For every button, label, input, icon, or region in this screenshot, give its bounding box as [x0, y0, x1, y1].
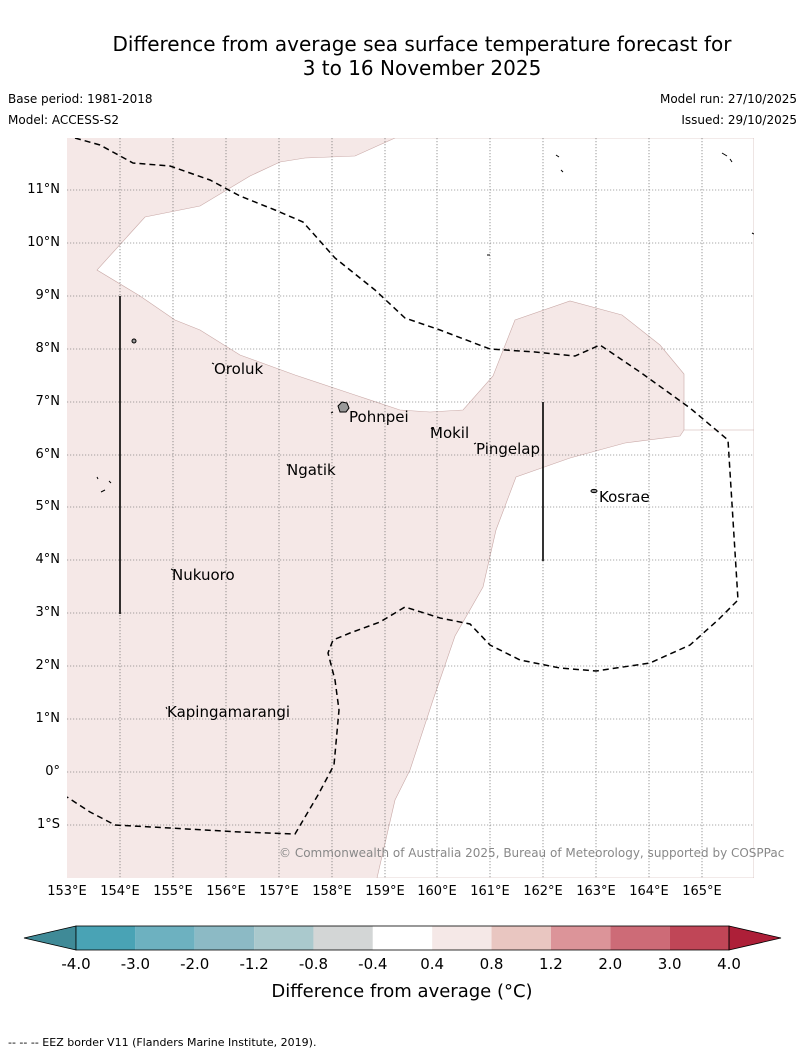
colorbar-tick-label: -1.2	[239, 955, 269, 973]
colorbar-segment	[610, 926, 670, 950]
colorbar-extend-low	[23, 925, 77, 951]
colorbar-tick-label: 0.8	[479, 955, 504, 973]
colorbar-segment	[76, 926, 136, 950]
eez-border	[67, 138, 739, 835]
lon-label-157e: 157°E	[259, 884, 299, 899]
model-run: Model run: 27/10/2025	[659, 92, 797, 106]
label-kapingamarangi: Kapingamarangi	[167, 703, 291, 721]
lon-label-163e: 163°E	[576, 884, 616, 899]
island-markers	[96, 152, 754, 710]
colorbar-tick-label: -4.0	[61, 955, 91, 973]
lon-label-165e: 165°E	[682, 884, 722, 899]
lat-label-6n: 6°N	[35, 447, 61, 462]
copyright-notice: © Commonwealth of Australia 2025, Bureau…	[279, 846, 785, 860]
label-kosrae: Kosrae	[599, 488, 650, 506]
lat-label-11n: 11°N	[27, 182, 60, 197]
lon-label-158e: 158°E	[312, 884, 352, 899]
label-mokil: Mokil	[430, 424, 470, 442]
colorbar-segment	[194, 926, 255, 950]
colorbar-segment	[254, 926, 314, 950]
colorbar-tick-label: -0.8	[298, 955, 329, 973]
gridlines	[67, 138, 754, 878]
lon-label-156e: 156°E	[206, 884, 246, 899]
lon-label-155e: 155°E	[153, 884, 193, 899]
colorbar-tick-label: 1.2	[538, 955, 563, 973]
base-period: Base period: 1981-2018	[8, 92, 153, 106]
title-line-1: Difference from average sea surface temp…	[112, 32, 732, 56]
colorbar-segment	[491, 926, 551, 950]
lon-label-160e: 160°E	[417, 884, 457, 899]
lat-label-1s: 1°S	[36, 817, 60, 832]
lat-label-2n: 2°N	[35, 658, 61, 673]
issued-date: Issued: 29/10/2025	[681, 113, 797, 127]
lat-label-5n: 5°N	[35, 499, 61, 514]
lat-label-equator: 0°	[45, 764, 60, 779]
lon-label-161e: 161°E	[470, 884, 510, 899]
lat-label-10n: 10°N	[27, 235, 60, 250]
colorbar-tick-label: -3.0	[120, 955, 150, 973]
lon-label-164e: 164°E	[629, 884, 669, 899]
colorbar-extend-high	[728, 925, 782, 951]
colorbar-tick-label: -2.0	[180, 955, 210, 973]
colorbar-segment	[550, 926, 611, 950]
colorbar-segment	[313, 926, 373, 950]
lat-label-9n: 9°N	[35, 288, 61, 303]
lat-label-3n: 3°N	[35, 605, 61, 620]
lon-label-153e: 153°E	[47, 884, 87, 899]
lat-label-1n: 1°N	[35, 711, 61, 726]
lon-label-154e: 154°E	[100, 884, 140, 899]
colorbar-title: Difference from average (°C)	[271, 981, 533, 1002]
label-ngatik: Ngatik	[287, 461, 336, 479]
eez-footnote: -- -- -- EEZ border V11 (Flanders Marine…	[8, 1036, 317, 1049]
lon-label-159e: 159°E	[365, 884, 405, 899]
colorbar-tick-label: 4.0	[717, 955, 741, 973]
title-line-2: 3 to 16 November 2025	[302, 56, 542, 80]
chart-title: Difference from average sea surface temp…	[40, 32, 804, 80]
label-pohnpei: Pohnpei	[349, 408, 409, 426]
colorbar-segment	[669, 926, 729, 950]
colorbar	[23, 925, 782, 951]
colorbar-tick-label: -0.4	[358, 955, 388, 973]
colorbar-segment	[135, 926, 195, 950]
lat-label-4n: 4°N	[35, 552, 61, 567]
model-name: Model: ACCESS-S2	[8, 113, 120, 127]
neutral-region-north	[96, 138, 754, 521]
lon-label-162e: 162°E	[523, 884, 563, 899]
colorbar-segment	[432, 926, 492, 950]
label-nukuoro: Nukuoro	[172, 566, 235, 584]
lat-label-8n: 8°N	[35, 341, 61, 356]
lat-label-7n: 7°N	[35, 394, 61, 409]
neutral-region-east	[376, 429, 754, 878]
colorbar-tick-label: 2.0	[598, 955, 623, 973]
label-pingelap: Pingelap	[476, 440, 541, 458]
colorbar-outline	[75, 925, 730, 951]
colorbar-tick-label: 3.0	[657, 955, 682, 973]
label-oroluk: Oroluk	[214, 360, 264, 378]
colorbar-segment	[372, 926, 433, 950]
colorbar-tick-label: 0.4	[420, 955, 445, 973]
